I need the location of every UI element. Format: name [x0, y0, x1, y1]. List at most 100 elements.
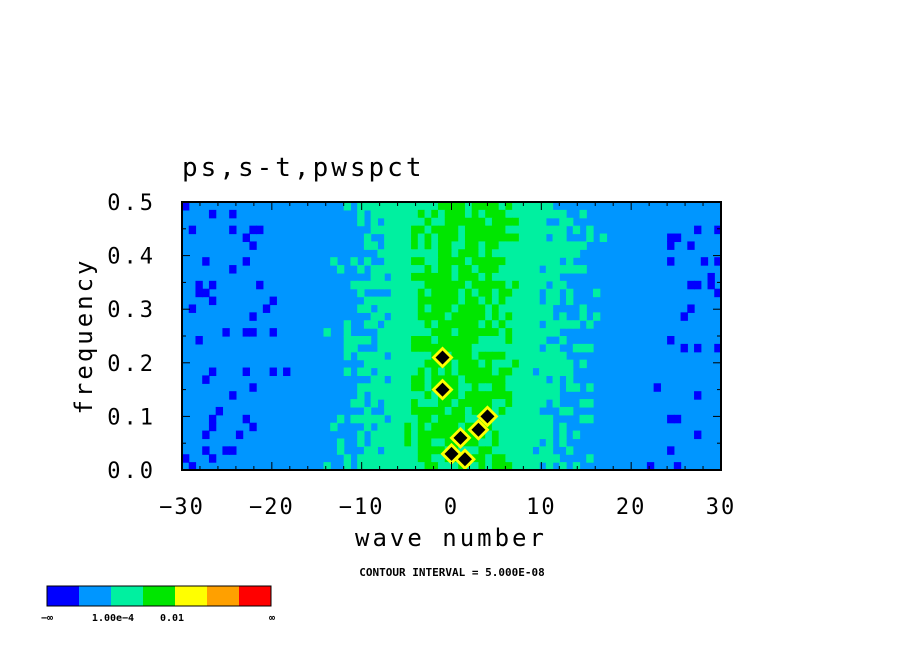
field-cell: [559, 351, 567, 361]
field-cell: [673, 414, 682, 424]
field-cell: [370, 430, 378, 440]
field-cell: [464, 304, 473, 313]
field-cell: [404, 336, 412, 345]
field-cell: [444, 249, 453, 258]
field-cell: [404, 430, 412, 440]
field-cell: [390, 336, 399, 345]
field-cell: [505, 233, 513, 243]
field-cell: [202, 446, 210, 455]
field-cell: [438, 257, 446, 266]
field-cell: [404, 406, 412, 416]
field-cell: [545, 391, 554, 400]
field-cell: [249, 328, 257, 337]
field-cell: [417, 320, 426, 329]
field-cell: [417, 312, 426, 321]
field-cell: [532, 312, 540, 321]
field-cell: [458, 399, 466, 408]
field-cell: [363, 462, 372, 470]
field-cell: [370, 217, 378, 227]
field-cell: [545, 225, 554, 235]
colorbar-swatch: [175, 586, 207, 606]
field-cell: [545, 320, 554, 329]
y-tick-label: 0.1: [107, 405, 156, 430]
field-cell: [599, 233, 608, 243]
field-cell: [532, 422, 540, 432]
field-cell: [438, 233, 446, 243]
field-cell: [478, 367, 486, 377]
field-cell: [417, 430, 426, 440]
field-cell: [512, 312, 520, 321]
field-cell: [431, 280, 439, 290]
field-cell: [404, 217, 412, 227]
field-cell: [545, 430, 554, 440]
field-cell: [431, 375, 439, 384]
field-cell: [491, 406, 500, 416]
field-cell: [377, 312, 385, 321]
field-cell: [525, 320, 533, 329]
field-cell: [350, 336, 358, 345]
field-cell: [505, 280, 513, 290]
field-cell: [404, 351, 412, 361]
field-cell: [518, 257, 527, 266]
field-cell: [518, 462, 527, 470]
field-cell: [417, 336, 426, 345]
colorbar-frame: [46, 585, 272, 607]
field-cell: [424, 225, 432, 235]
field-cell: [357, 265, 365, 274]
field-cell: [411, 351, 419, 361]
field-cell: [518, 336, 527, 345]
field-cell: [498, 209, 506, 219]
field-cell: [579, 265, 587, 274]
field-cell: [229, 391, 237, 400]
field-cell: [552, 241, 560, 250]
field-cell: [397, 217, 405, 227]
field-cell: [458, 304, 466, 313]
field-cell: [545, 414, 554, 424]
colorbar-swatch: [79, 586, 111, 606]
field-cell: [404, 383, 412, 392]
field-cell: [431, 336, 439, 345]
field-cell: [572, 430, 581, 440]
field-cell: [505, 375, 513, 384]
field-cell: [458, 375, 466, 384]
field-cell: [545, 438, 554, 447]
field-cell: [512, 462, 520, 470]
field-cell: [242, 328, 250, 337]
field-cell: [357, 209, 365, 219]
field-cell: [390, 351, 399, 361]
field-cell: [458, 257, 466, 266]
field-cell: [384, 422, 392, 432]
field-cell: [208, 367, 217, 377]
field-cell: [525, 430, 533, 440]
field-cell: [525, 367, 533, 377]
field-cell: [505, 383, 513, 392]
field-cell: [357, 414, 365, 424]
field-cell: [417, 272, 426, 282]
field-cell: [485, 367, 493, 377]
field-cell: [552, 343, 560, 353]
field-cell: [438, 304, 446, 313]
field-cell: [363, 406, 372, 416]
field-cell: [397, 249, 405, 258]
field-cell: [525, 359, 533, 369]
field-cell: [579, 359, 587, 369]
field-cell: [525, 375, 533, 384]
field-cell: [505, 217, 513, 227]
field-cell: [384, 446, 392, 455]
field-cell: [525, 414, 533, 424]
field-cell: [363, 454, 372, 463]
field-cell: [491, 399, 500, 408]
field-cell: [518, 446, 527, 455]
field-cell: [444, 265, 453, 274]
field-cell: [512, 430, 520, 440]
field-cell: [397, 399, 405, 408]
field-cell: [363, 414, 372, 424]
field-cell: [498, 328, 506, 337]
field-cell: [451, 367, 459, 377]
field-cell: [464, 233, 473, 243]
field-cell: [505, 343, 513, 353]
field-cell: [586, 399, 594, 408]
colorbar-label: −∞: [41, 613, 53, 624]
field-cell: [444, 430, 453, 440]
field-cell: [552, 296, 560, 306]
